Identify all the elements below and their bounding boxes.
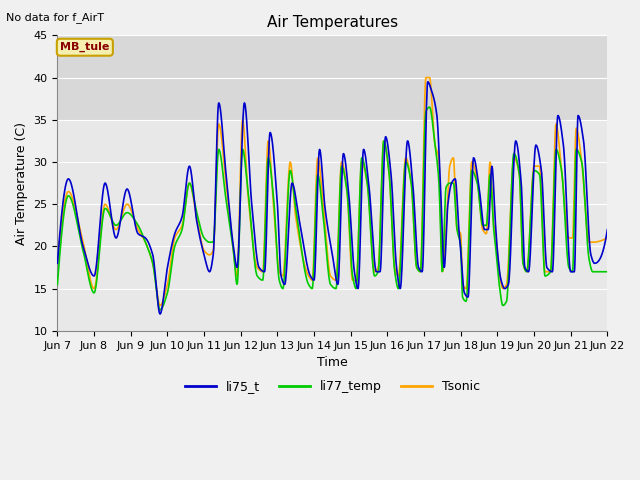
Text: No data for f_AirT: No data for f_AirT [6, 12, 104, 23]
Title: Air Temperatures: Air Temperatures [267, 15, 398, 30]
Y-axis label: Air Temperature (C): Air Temperature (C) [15, 121, 28, 245]
Bar [58, 36, 607, 120]
Legend: li75_t, li77_temp, Tsonic: li75_t, li77_temp, Tsonic [180, 375, 485, 398]
X-axis label: Time: Time [317, 356, 348, 369]
Text: MB_tule: MB_tule [60, 42, 109, 52]
